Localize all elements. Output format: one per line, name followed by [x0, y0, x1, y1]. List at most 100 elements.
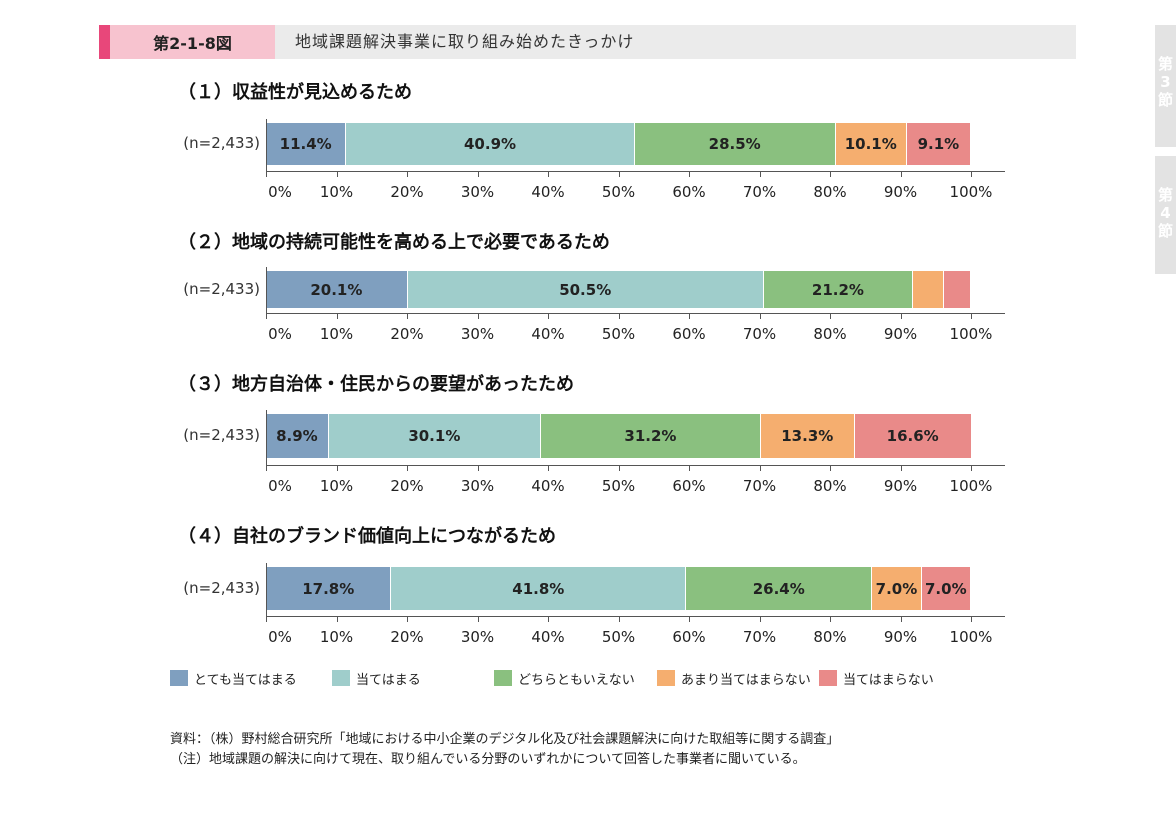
- x-axis-tick: [830, 171, 831, 177]
- y-axis-line: [266, 563, 267, 622]
- legend-label: とても当てはまる: [194, 672, 297, 688]
- figure-number: 第2-1-8図: [110, 25, 275, 59]
- footnote: （注）地域課題の解決に向けて現在、取り組んでいる分野のいずれかについて回答した事…: [170, 752, 806, 767]
- x-axis-line: [266, 616, 1005, 617]
- x-axis-tick: [477, 616, 479, 622]
- x-tick-label: 0%: [268, 183, 292, 201]
- bar-segment: 30.1%: [328, 414, 541, 458]
- stacked-bar: 8.9% 30.1% 31.2% 13.3% 16.6%: [266, 414, 972, 458]
- x-axis-tick: [266, 465, 267, 471]
- bar-segment: 10.1%: [835, 123, 907, 165]
- side-tab-section-3[interactable]: 第 3 節: [1155, 25, 1176, 147]
- x-tick-label: 40%: [531, 628, 565, 646]
- x-tick-label: 10%: [319, 477, 354, 495]
- x-tick-label: 0%: [268, 628, 292, 646]
- stacked-bar: 11.4% 40.9% 28.5% 10.1% 9.1%: [266, 123, 971, 165]
- x-tick-label: 100%: [949, 183, 993, 201]
- x-axis-tick: [830, 313, 831, 319]
- legend-label: 当てはまらない: [843, 672, 934, 688]
- x-tick-label: 90%: [883, 183, 918, 201]
- figure-accent-bar: [99, 25, 110, 59]
- panel-title: （３）地方自治体・住民からの要望があったため: [178, 374, 574, 395]
- x-axis-tick: [971, 171, 972, 177]
- x-axis-line: [266, 465, 1005, 466]
- source-note: 資料：（株）野村総合研究所「地域における中小企業のデジタル化及び社会課題解決に向…: [170, 732, 840, 747]
- x-tick-label: 70%: [742, 477, 777, 495]
- bar-segment: 40.9%: [346, 123, 635, 165]
- bar-segment: [913, 271, 944, 308]
- x-tick-label: 60%: [672, 325, 706, 343]
- bar-segment: 41.8%: [391, 567, 687, 610]
- bar-segment: 16.6%: [854, 414, 972, 458]
- x-axis-tick: [618, 171, 620, 177]
- x-tick-label: 10%: [319, 325, 354, 343]
- x-tick-label: 0%: [268, 477, 292, 495]
- x-tick-label: 50%: [601, 325, 636, 343]
- x-axis-tick: [971, 313, 972, 319]
- x-tick-label: 80%: [813, 628, 847, 646]
- bar-segment: [943, 271, 971, 308]
- x-tick-label: 10%: [319, 183, 354, 201]
- x-axis-tick: [759, 171, 761, 177]
- x-tick-label: 30%: [460, 325, 495, 343]
- x-axis-tick: [759, 616, 761, 622]
- x-tick-label: 40%: [531, 325, 565, 343]
- x-tick-label: 30%: [460, 477, 495, 495]
- legend-swatch: [819, 670, 837, 686]
- panel-title: （１）収益性が見込めるため: [178, 82, 412, 103]
- x-axis-tick: [266, 171, 267, 177]
- x-axis-tick: [689, 313, 690, 319]
- panel-title: （４）自社のブランド価値向上につながるため: [178, 526, 556, 547]
- x-axis-tick: [266, 616, 267, 622]
- x-tick-label: 40%: [531, 183, 565, 201]
- sample-size-label: (n=2,433): [183, 426, 260, 444]
- y-axis-line: [266, 267, 267, 319]
- bar-segment: 13.3%: [760, 414, 855, 458]
- bar-segment: 7.0%: [921, 567, 971, 610]
- sample-size-label: (n=2,433): [183, 578, 260, 597]
- bar-segment: 26.4%: [686, 567, 873, 610]
- side-tab-section-4[interactable]: 第 4 節: [1155, 156, 1176, 274]
- x-tick-label: 70%: [742, 628, 777, 646]
- x-axis-tick: [618, 465, 620, 471]
- y-axis-line: [266, 410, 267, 471]
- x-tick-label: 80%: [813, 477, 847, 495]
- stacked-bar: 20.1% 50.5% 21.2%: [266, 271, 971, 308]
- legend-swatch: [494, 670, 512, 686]
- bar-segment: 9.1%: [906, 123, 971, 165]
- x-axis-tick: [266, 313, 267, 319]
- x-tick-label: 60%: [672, 477, 706, 495]
- x-tick-label: 100%: [949, 477, 993, 495]
- x-axis-tick: [548, 465, 549, 471]
- legend-swatch: [657, 670, 675, 686]
- bar-segment: 20.1%: [266, 271, 408, 308]
- x-tick-label: 80%: [813, 183, 847, 201]
- x-axis-tick: [548, 616, 549, 622]
- x-tick-label: 100%: [949, 325, 993, 343]
- sample-size-label: (n=2,433): [183, 134, 260, 152]
- figure-header: 第2-1-8図 地域課題解決事業に取り組み始めたきっかけ: [99, 25, 1076, 59]
- x-axis-tick: [407, 171, 408, 177]
- bar-segment: 7.0%: [872, 567, 922, 610]
- x-tick-label: 20%: [390, 325, 424, 343]
- x-tick-label: 90%: [883, 628, 918, 646]
- bar-segment: 17.8%: [266, 567, 392, 610]
- x-axis-tick: [336, 171, 338, 177]
- x-axis-tick: [336, 465, 338, 471]
- x-tick-label: 70%: [742, 183, 777, 201]
- bar-segment: 21.2%: [763, 271, 914, 308]
- x-axis-tick: [477, 465, 479, 471]
- x-axis-tick: [900, 465, 902, 471]
- x-axis-tick: [830, 465, 831, 471]
- legend-label: あまり当てはまらない: [681, 672, 811, 688]
- y-axis-line: [266, 119, 267, 177]
- x-axis-tick: [689, 171, 690, 177]
- x-axis-tick: [477, 171, 479, 177]
- x-axis-tick: [618, 616, 620, 622]
- x-axis-tick: [900, 616, 902, 622]
- legend-label: どちらともいえない: [518, 672, 635, 688]
- bar-segment: 31.2%: [540, 414, 761, 458]
- legend-item-not-applicable: 当てはまらない: [819, 669, 934, 688]
- legend-item-neutral: どちらともいえない: [494, 669, 635, 688]
- x-tick-label: 20%: [390, 477, 424, 495]
